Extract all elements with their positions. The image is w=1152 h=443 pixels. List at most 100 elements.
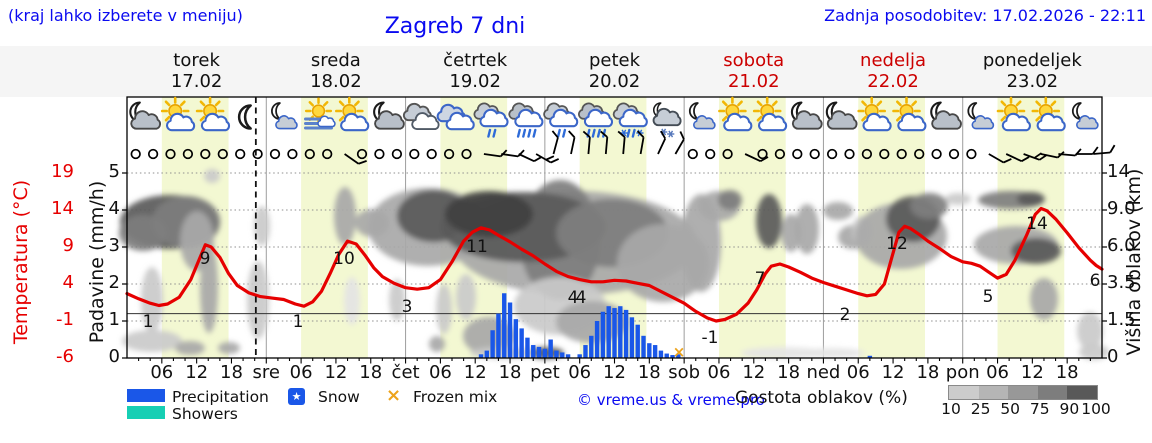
precip-bar (623, 309, 629, 358)
weather-icon-sun-cloud (1031, 96, 1066, 132)
weather-icon-moon-cloud-small (689, 102, 716, 130)
precip-bar (565, 354, 571, 358)
density-scale-segment (978, 386, 1009, 399)
precip-axis-value: 3 (108, 235, 120, 256)
density-scale-value: 25 (970, 400, 991, 418)
wind-calm-icon (722, 148, 733, 160)
wind-calm-icon (374, 148, 385, 160)
weather-icon-sun-cloud (160, 96, 196, 132)
temperature-value-label: 12 (886, 234, 908, 254)
time-tick-label: 18 (498, 362, 522, 383)
wind-calm-icon (757, 148, 768, 160)
temperature-value-label: 1 (143, 312, 154, 332)
precip-bar (478, 354, 484, 358)
wind-calm-icon (914, 148, 925, 160)
precip-bar (513, 319, 519, 358)
temperature-curve (125, 206, 1104, 323)
precipitation-legend-swatch (127, 389, 165, 402)
wind-calm-icon (443, 148, 455, 160)
precip-bar (542, 348, 548, 358)
weather-icon-rain (543, 102, 579, 138)
wind-barb-icon (657, 130, 667, 155)
precip-bar (589, 335, 594, 358)
temp-axis-value: 19 (51, 161, 74, 182)
weather-icon-sun-cloud (892, 96, 927, 132)
wind-calm-icon (861, 148, 873, 160)
weather-icon-sun-cloud (334, 96, 370, 132)
precip-bar (652, 345, 658, 358)
precip-bar (629, 317, 635, 358)
precip-bar (554, 350, 559, 358)
time-tick-label: 12 (881, 362, 905, 383)
weather-icon-sun-cloud (195, 96, 231, 132)
wind-barb-icon (988, 153, 1012, 164)
temperature-value-label: 4 (568, 288, 579, 308)
page-title: Zagreb 7 dni (384, 14, 526, 39)
precip-bar (490, 330, 495, 358)
density-scale-segment (949, 386, 979, 399)
time-tick-label: 06 (289, 362, 313, 383)
wind-calm-icon (687, 148, 698, 160)
density-scale-segment (1067, 386, 1097, 399)
density-scale-value: 100 (1081, 400, 1111, 418)
time-tick-label: 06 (986, 362, 1009, 383)
wind-calm-icon (200, 148, 211, 160)
temperature-value-label: 3 (402, 297, 413, 317)
wind-calm-icon (356, 148, 368, 160)
snow-marker: * (697, 341, 703, 355)
wind-calm-icon (705, 148, 716, 160)
time-tick-label: 12 (463, 362, 487, 383)
weather-icon-rain-heavy (508, 102, 544, 138)
weather-icon-rain-heavy (578, 102, 614, 138)
precip-bar (496, 313, 501, 358)
wind-calm-icon (409, 148, 420, 160)
weather-icon-sun-cloud (996, 96, 1031, 132)
temperature-value-label: 6 (1090, 271, 1101, 291)
precip-bar (635, 324, 640, 358)
temp-axis-value: 14 (51, 198, 74, 219)
density-scale-segment (1037, 386, 1068, 399)
precip-axis-value: 4 (108, 198, 120, 219)
weather-icon-cloudy (402, 102, 440, 130)
day-date: 22.02 (867, 71, 919, 92)
frozen-mix-legend-icon: × (386, 385, 402, 406)
wind-calm-icon (931, 148, 942, 160)
wind-calm-icon (826, 148, 838, 160)
cloud-height-axis-value: 1.5 (1107, 309, 1136, 330)
time-tick-label: 06 (707, 362, 731, 383)
wind-calm-icon (792, 148, 803, 160)
precip-axis-value: 1 (108, 309, 120, 330)
density-scale-value: 90 (1059, 400, 1080, 418)
precip-bar (664, 353, 669, 358)
precip-bar (548, 339, 553, 358)
day-boundary-label: sob (668, 362, 701, 383)
weather-icon-moon (237, 104, 252, 130)
day-name: četrtek (443, 50, 508, 71)
temp-axis-value: -1 (56, 309, 74, 330)
time-tick-label: 18 (777, 362, 801, 383)
precip-bar (641, 335, 646, 358)
temp-axis-value: 9 (62, 235, 74, 256)
day-date: 20.02 (588, 71, 641, 92)
precip-bar (594, 321, 600, 358)
precip-bar (484, 350, 490, 358)
wind-calm-icon (235, 148, 246, 160)
precip-bar (507, 302, 513, 358)
snow-legend-label: Snow (318, 388, 360, 406)
temperature-value-label: 1 (293, 312, 304, 332)
day-boundary-label: pet (530, 362, 560, 383)
precip-bar (658, 350, 664, 358)
precip-bar (583, 345, 588, 358)
wind-barb-icon (600, 130, 609, 155)
precip-bar (600, 311, 606, 358)
weather-icon-moon-cloud-small (967, 102, 995, 130)
wind-barb-icon (636, 130, 645, 155)
temp-axis-value: 4 (62, 272, 74, 293)
weather-icon-sun-cloud (718, 96, 753, 132)
wind-barb-icon (344, 153, 367, 165)
temperature-value-label: 5 (983, 287, 994, 307)
weather-icon-moon-cloud (825, 101, 858, 130)
day-name: sobota (723, 50, 785, 71)
copyright-link[interactable]: © vreme.us & vreme.pro (577, 391, 765, 409)
